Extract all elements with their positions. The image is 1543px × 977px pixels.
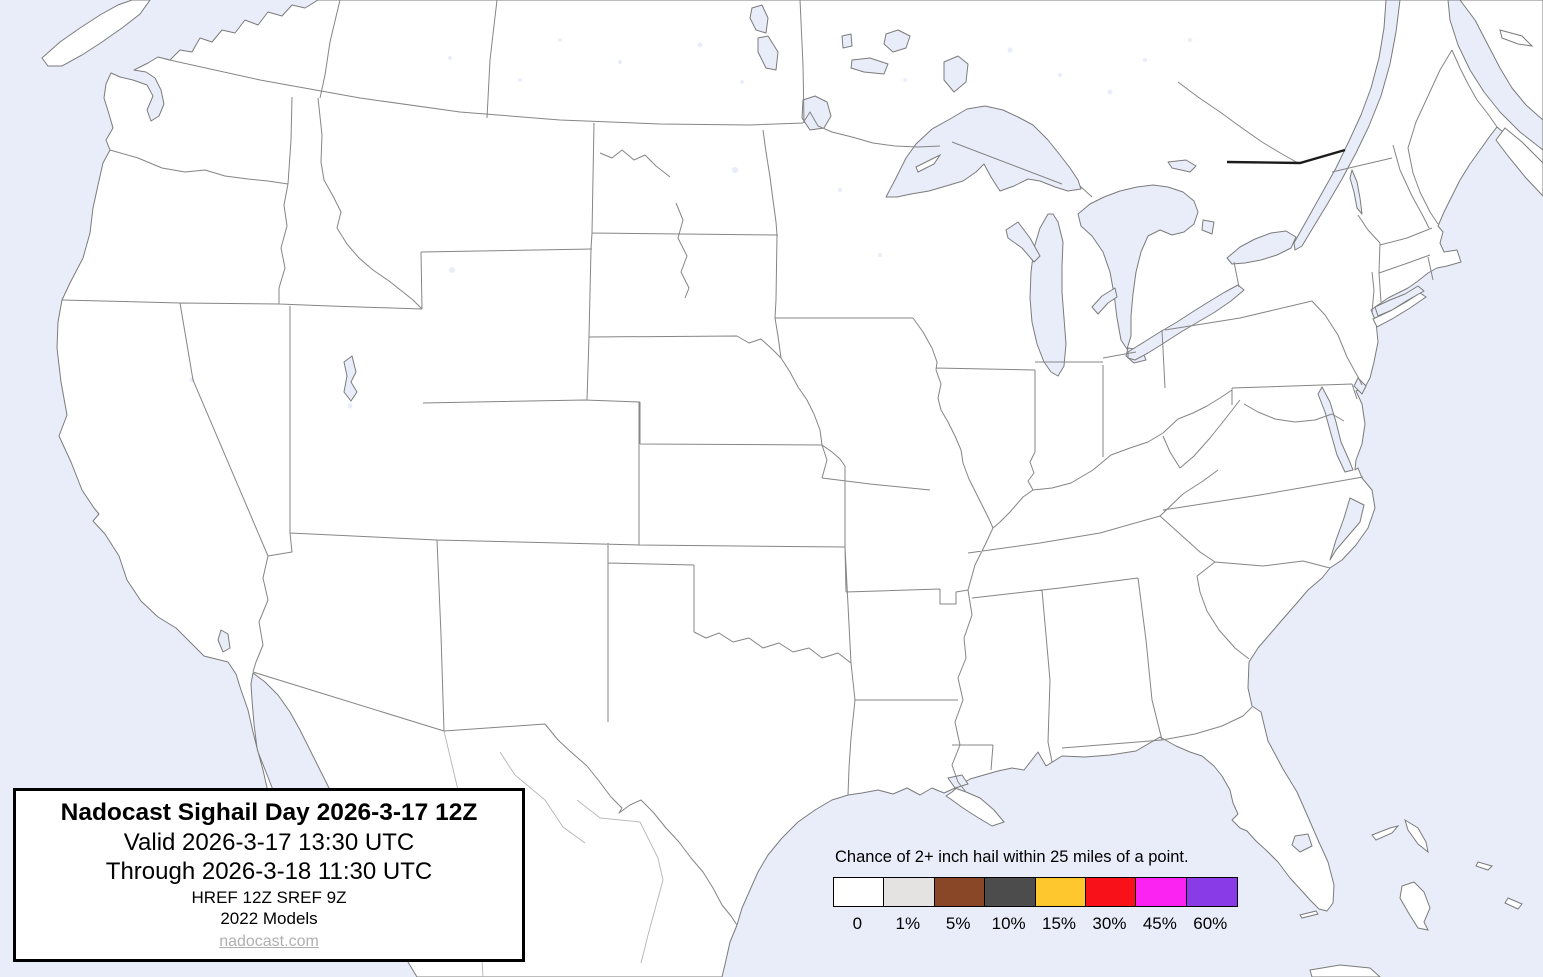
lake-winnipeg: [749, 4, 769, 34]
legend-swatch-15: [1034, 877, 1087, 907]
legend-swatch-45: [1135, 877, 1188, 907]
legend-label: 45%: [1142, 914, 1177, 933]
vancouver-island: [41, 0, 151, 67]
models-line: HREF 12Z SREF 9Z: [191, 887, 347, 907]
lake-ontario: [1226, 230, 1297, 265]
canadian-lake: [841, 33, 853, 49]
long-island-sound: [1374, 285, 1425, 317]
legend-label-row: 0 1% 5% 10% 15% 30% 45% 60%: [833, 914, 1238, 934]
saginaw-bay: [1091, 287, 1118, 315]
legend-swatch-0: [833, 877, 885, 907]
great-salt-lake: [343, 355, 358, 402]
gulf-of-st-lawrence: [1447, 0, 1543, 151]
canadian-lake: [883, 29, 911, 53]
canada-border: [164, 0, 1299, 288]
st-lawrence-river: [1293, 0, 1401, 251]
chesapeake-bay: [1317, 386, 1354, 473]
delaware-bay: [1353, 377, 1367, 395]
bahama-cay: [1504, 897, 1523, 910]
legend-swatch-row: [833, 877, 1238, 907]
models-year: 2022 Models: [220, 909, 318, 929]
lake-champlain: [1349, 169, 1363, 215]
nova-scotia: [1495, 127, 1543, 197]
lake-huron: [1077, 184, 1199, 350]
isle-royale: [915, 153, 942, 173]
legend-label: 15%: [1042, 914, 1077, 933]
through-time: Through 2026-3-18 11:30 UTC: [105, 858, 433, 886]
salton-sea: [217, 629, 231, 653]
forecast-title: Nadocast Sighail Day 2026-3-17 12Z: [60, 799, 478, 827]
lake-sakakawea: [599, 149, 671, 178]
state-borders: [61, 49, 1498, 926]
pamlico-sound: [1329, 497, 1365, 561]
lake-of-the-woods: [801, 95, 832, 131]
lake-oahe-missouri-river: [675, 202, 690, 299]
lakes: [189, 4, 1425, 853]
legend-label: 5%: [945, 914, 971, 933]
canadian-lake: [850, 57, 889, 75]
lake-erie: [1127, 284, 1245, 361]
lake-manitoba: [757, 35, 779, 71]
bahama-cay: [1475, 861, 1493, 871]
legend-swatch-60: [1185, 877, 1238, 907]
islands: [41, 0, 1427, 328]
hail-probability-legend: Chance of 2+ inch hail within 25 miles o…: [833, 848, 1238, 934]
valid-time: Valid 2026-3-17 13:30 UTC: [123, 829, 415, 857]
continent-landmass: [56, 0, 1543, 977]
st-lawrence-border-segment: [1226, 148, 1346, 165]
lake-nipigon: [943, 55, 969, 93]
mexico-state-borders: [443, 730, 664, 977]
title-box: Nadocast Sighail Day 2026-3-17 12Z Valid…: [13, 788, 525, 962]
florida-keys: [1299, 910, 1319, 919]
abaco-island: [1404, 818, 1429, 854]
green-bay: [1005, 221, 1041, 263]
caribbean-islands: [1299, 818, 1523, 977]
great-lakes: [885, 105, 1297, 377]
lake-simcoe: [1201, 219, 1215, 235]
legend-label: 10%: [991, 914, 1026, 933]
nadocast-link[interactable]: nadocast.com: [219, 933, 319, 951]
cuba: [1309, 964, 1381, 977]
lake-superior: [885, 105, 1082, 198]
legend-label: 1%: [895, 914, 921, 933]
lake-okeechobee: [1291, 833, 1313, 853]
legend-swatch-30: [1085, 877, 1138, 907]
lake-nipissing: [1167, 159, 1197, 173]
legend-label: 60%: [1193, 914, 1228, 933]
legend-swatch-5: [933, 877, 986, 907]
legend-label: 30%: [1092, 914, 1127, 933]
prince-edward-island: [1499, 29, 1534, 47]
legend-caption: Chance of 2+ inch hail within 25 miles o…: [835, 848, 1189, 866]
legend-swatch-10: [984, 877, 1037, 907]
legend-swatch-1: [883, 877, 936, 907]
legend-label: 0: [852, 914, 863, 933]
grand-bahama: [1371, 825, 1400, 841]
andros-island: [1399, 881, 1431, 931]
